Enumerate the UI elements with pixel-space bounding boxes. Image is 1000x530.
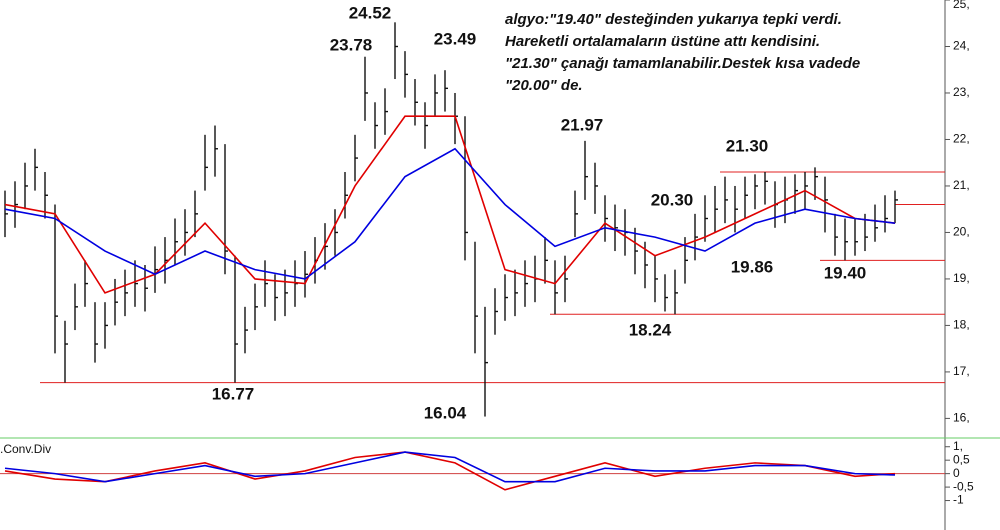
commentary: "20.00" de. (505, 77, 583, 94)
price-annotation: 19.86 (731, 257, 774, 276)
price-annotation: 20.30 (651, 190, 694, 209)
price-annotation: 21.30 (726, 136, 769, 155)
y-tick-label: -0,5 (953, 479, 974, 493)
commentary: Hareketli ortalamaların üstüne attı kend… (505, 33, 820, 50)
price-annotation: 18.24 (629, 320, 672, 339)
line-series (4, 451, 896, 491)
price-annotation: 21.97 (561, 115, 604, 134)
y-tick-label: 25, (953, 0, 970, 11)
price-annotation: 23.49 (434, 29, 477, 48)
y-tick-label: 17, (953, 364, 970, 378)
commentary: algyo:"19.40" desteğinden yukarıya tepki… (505, 11, 842, 28)
panel-title: .Conv.Div (0, 442, 51, 456)
y-tick-label: 23, (953, 85, 970, 99)
commentary: "21.30" çanağı tamamlanabilir.Destek kıs… (505, 55, 860, 72)
line-series (4, 451, 896, 483)
y-tick-label: 20, (953, 225, 970, 239)
y-tick-label: 22, (953, 132, 970, 146)
y-tick-label: 16, (953, 411, 970, 425)
y-tick-label: 0 (953, 466, 960, 480)
y-tick-label: 0,5 (953, 452, 970, 466)
y-tick-label: 18, (953, 318, 970, 332)
y-tick-label: 21, (953, 178, 970, 192)
price-annotation: 19.40 (824, 263, 867, 282)
y-tick-label: 1, (953, 439, 963, 453)
price-annotation: 16.04 (424, 403, 467, 422)
price-annotation: 24.52 (349, 3, 392, 22)
price-annotation: 23.78 (330, 35, 373, 54)
line-series (4, 147, 896, 280)
y-tick-label: -1 (953, 493, 964, 507)
y-tick-label: 19, (953, 271, 970, 285)
price-annotation: 16.77 (212, 384, 255, 403)
y-tick-label: 24, (953, 39, 970, 53)
